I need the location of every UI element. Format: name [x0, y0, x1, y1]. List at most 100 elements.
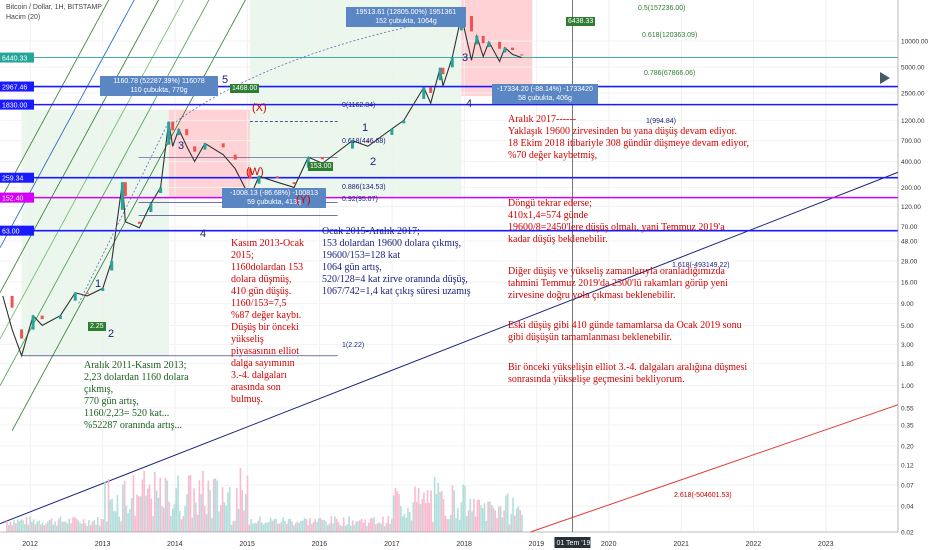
volume-bar	[168, 501, 170, 532]
volume-bar	[453, 490, 456, 532]
volume-bar	[257, 520, 260, 532]
zone-rise-2011-2013	[21, 109, 169, 357]
volume-bar	[298, 522, 301, 532]
volume-bar	[80, 523, 83, 532]
price-tick-label: 9.00	[901, 301, 914, 308]
volume-bar	[189, 474, 192, 532]
volume-bar	[150, 498, 153, 532]
candle	[221, 143, 225, 148]
volume-bar	[385, 522, 388, 532]
volume-bar	[319, 518, 322, 532]
price-level-tag-left	[0, 81, 34, 92]
volume-bar	[162, 507, 165, 532]
volume-bar	[91, 521, 94, 532]
volume-bar	[407, 507, 409, 532]
wave-label-4b: 4	[466, 98, 473, 110]
volume-bar	[471, 511, 473, 532]
candle	[390, 128, 394, 135]
volume-bar	[159, 477, 162, 532]
volume-bar	[277, 523, 279, 532]
volume-bar	[157, 497, 160, 532]
channel-line	[11, 0, 246, 431]
wave-label-x: (X)	[252, 102, 267, 114]
fib-label-0-618: 0.618(120363.09)	[642, 32, 698, 39]
price-axis-bg	[898, 0, 932, 550]
volume-bar	[455, 518, 457, 532]
volume-bar	[22, 520, 24, 532]
volume-bar	[457, 508, 459, 532]
fib-label-0-retrace: 0(1162.84)	[342, 102, 376, 109]
volume-bar	[225, 505, 227, 532]
volume-bar	[446, 519, 448, 532]
volume-bar	[66, 523, 69, 532]
volume-bar	[357, 521, 359, 532]
price-tick-label: 5.00	[901, 323, 914, 330]
zone-drop-2014	[168, 109, 250, 199]
volume-bar	[303, 518, 306, 532]
volume-bar	[98, 525, 101, 532]
note-2015-2017: Ocak 2015-Aralık 2017; 153 dolardan 1960…	[322, 226, 471, 297]
volume-bar	[191, 517, 194, 532]
volume-bar	[359, 520, 361, 532]
volume-bar	[351, 520, 354, 532]
candle	[58, 315, 62, 320]
time-tick-label: 2019	[529, 541, 545, 548]
candle	[149, 203, 153, 213]
volume-bar	[289, 518, 292, 532]
price-badge-153: 153.00	[308, 162, 334, 171]
channel-line	[0, 0, 210, 386]
volume-bar	[129, 508, 131, 532]
volume-bar	[285, 523, 288, 532]
candle	[185, 129, 189, 136]
measure-sub: 110 çubukta, 770g	[130, 87, 188, 94]
volume-bar	[155, 490, 158, 532]
volume-bar	[77, 520, 80, 532]
candle	[110, 260, 114, 271]
price-tick-label: 2500.00	[901, 90, 925, 97]
volume-bar	[321, 520, 324, 532]
candle	[503, 47, 507, 53]
volume-bar	[41, 522, 44, 532]
volume-bar	[259, 516, 261, 532]
volume-bar	[364, 519, 366, 532]
fib-label-0-886-retrace: 0.886(134.53)	[342, 184, 386, 191]
volume-bar	[145, 495, 147, 532]
price-level-tag-left-text: 1830.00	[2, 103, 27, 110]
volume-bar	[132, 475, 135, 532]
candle	[193, 146, 197, 152]
volume-bar	[371, 518, 374, 532]
price-tick-label: 1.80	[901, 361, 914, 368]
volume-bar	[442, 499, 445, 532]
wave-guide	[78, 121, 170, 304]
volume-bar	[36, 521, 39, 532]
volume-bar	[250, 518, 252, 532]
volume-bar	[476, 499, 479, 532]
price-tick-label: 70.00	[901, 224, 918, 231]
volume-bar	[15, 523, 17, 532]
volume-bar	[187, 475, 190, 532]
volume-bar	[355, 521, 358, 532]
volume-bar	[514, 515, 516, 532]
price-tick-label: 400.00	[901, 159, 921, 166]
volume-bar	[198, 480, 201, 532]
volume-bar	[89, 525, 92, 532]
price-badge-2-25: 2.25	[88, 322, 106, 331]
volume-bar	[114, 511, 117, 532]
candle	[31, 315, 35, 330]
volume-bar	[97, 517, 99, 532]
volume-bar	[325, 521, 327, 532]
volume-bar	[489, 501, 491, 532]
volume-bar	[517, 506, 520, 532]
volume-bar	[490, 504, 493, 532]
volume-bar	[73, 516, 76, 532]
volume-bar	[501, 517, 504, 532]
price-tick-label: 0.20	[901, 443, 914, 450]
note-elliott-expectation: Bir önceki yükselişin elliot 3.-4. dalga…	[508, 362, 748, 385]
crosshair-date-badge	[554, 537, 591, 548]
volume-bar	[173, 504, 176, 532]
volume-bar	[314, 519, 317, 532]
volume-bar	[130, 498, 133, 532]
volume-bar	[221, 487, 224, 532]
volume-bar	[330, 516, 333, 532]
